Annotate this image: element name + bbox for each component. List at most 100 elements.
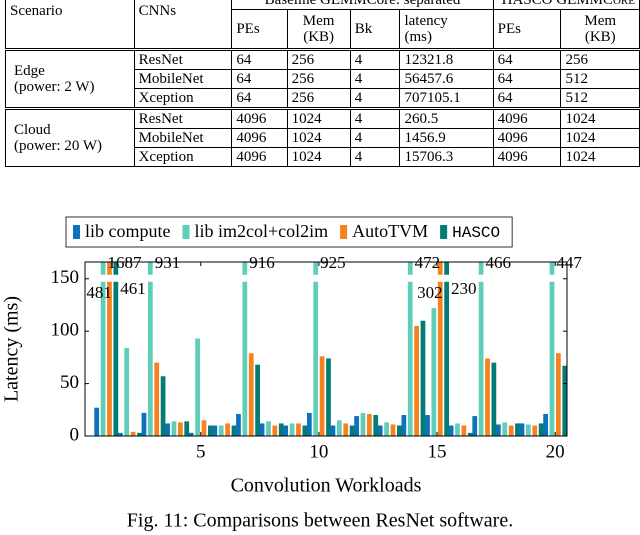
plot-frame [84, 261, 568, 437]
bar [562, 365, 567, 436]
data-label: 481 [86, 283, 112, 302]
bar [113, 262, 119, 436]
bar [330, 425, 336, 436]
bar [272, 425, 278, 436]
value-cell: 512 [560, 69, 640, 89]
bar [154, 362, 160, 436]
bar [107, 262, 112, 436]
bar [165, 423, 170, 436]
bar [401, 415, 407, 436]
value-cell: 256 [286, 69, 351, 89]
y-tick-label: 150 [51, 267, 80, 288]
column-header-line: Mem [302, 13, 335, 29]
bar [160, 376, 166, 436]
legend-label: HASCO [452, 224, 500, 242]
bar [384, 422, 389, 436]
scenario-line: Cloud [14, 122, 51, 138]
bar [195, 338, 200, 436]
axis-break [549, 274, 555, 282]
caption: Fig. 11: Comparisons between ResNet soft… [127, 510, 513, 532]
bar [472, 416, 478, 436]
bar [296, 423, 301, 436]
cnn-cell: ResNet [133, 107, 233, 129]
bar [444, 262, 449, 436]
bar [283, 425, 289, 436]
legend-label: AutoTVM [352, 221, 428, 241]
body-row: Cloud (power: 20 W) ResNet 4096 1024 4 260.5 40… [5, 107, 640, 167]
column-header-line: Bk [354, 21, 373, 37]
bar [278, 423, 284, 436]
bar [437, 262, 443, 436]
bar [431, 308, 437, 436]
header-row: PEs Mem (KB) Bk latency (ms) PEs Mem (KB) [6, 9, 640, 50]
body-row: MobileNet 4096 1024 4 1456.9 4096 1024 [6, 128, 640, 148]
bar [390, 424, 396, 436]
axis-break [147, 274, 154, 282]
bar [177, 422, 183, 436]
bar [455, 423, 460, 436]
bar [354, 416, 359, 436]
bar [467, 432, 473, 436]
column-header-line: (KB) [584, 29, 616, 45]
value-cell: 1024 [286, 128, 351, 148]
scenario-cell: Edge (power: 2 W) [5, 48, 135, 109]
table-wrap: Scenario CNNs Baseline GEMMCore: separated… [0, 0, 640, 190]
bar [538, 423, 544, 436]
bar [313, 262, 319, 436]
data-label: 447 [556, 253, 582, 272]
bar [302, 425, 308, 436]
bar [218, 425, 224, 436]
axis-break [106, 274, 113, 282]
bar [289, 423, 295, 436]
bar [526, 424, 531, 436]
bar [171, 421, 177, 436]
header-cell: Scenario [5, 0, 135, 50]
bar [94, 407, 100, 436]
value-cell: 4096 [492, 107, 562, 129]
value-cell: 707105.1 [399, 88, 494, 109]
bar [515, 423, 520, 436]
bar [207, 425, 213, 436]
bar [184, 421, 190, 436]
scenario-cell: Cloud (power: 20 W) [5, 107, 135, 167]
bar [549, 262, 555, 436]
value-cell: 1024 [560, 128, 640, 148]
bar [137, 432, 142, 436]
legend-box [65, 216, 513, 248]
axis-break [443, 274, 450, 282]
value-cell: 4096 [231, 107, 288, 129]
bar [141, 412, 147, 436]
scenario-line: (power: 20 W) [14, 138, 103, 154]
column-header-line: (ms) [404, 29, 432, 45]
bar [532, 425, 538, 436]
body-row: Edge (power: 2 W) ResNet 64 256 4 12321.8 64 256 [5, 48, 640, 109]
bar [508, 425, 514, 436]
value-cell: 256 [286, 48, 351, 70]
bar [326, 358, 331, 436]
legend-swatch [340, 225, 348, 239]
x-tick-label: 15 [428, 441, 447, 462]
bar [349, 425, 355, 436]
bar [306, 412, 312, 436]
bar [117, 432, 123, 436]
value-cell: 4096 [231, 147, 288, 167]
bar [414, 325, 419, 436]
bar [519, 423, 525, 436]
y-tick-label: 100 [51, 320, 80, 341]
data-label: 230 [451, 279, 477, 298]
bar [373, 415, 379, 436]
column-header-line: (KB) [303, 29, 335, 45]
body-row: Xception 4096 1024 4 15706.3 4096 1024 [6, 147, 640, 167]
column-header: PEs [231, 9, 288, 50]
bar [495, 424, 501, 436]
bar [100, 262, 106, 436]
bars [94, 262, 567, 436]
x-tick-label: 20 [546, 441, 565, 462]
column-header: Mem (KB) [286, 9, 351, 50]
data-label: 461 [120, 279, 145, 298]
axis-break [407, 274, 414, 282]
column-header-line: PEs [236, 21, 260, 37]
value-cell: 12321.8 [399, 48, 494, 70]
header-cell: CNNs [133, 0, 233, 50]
